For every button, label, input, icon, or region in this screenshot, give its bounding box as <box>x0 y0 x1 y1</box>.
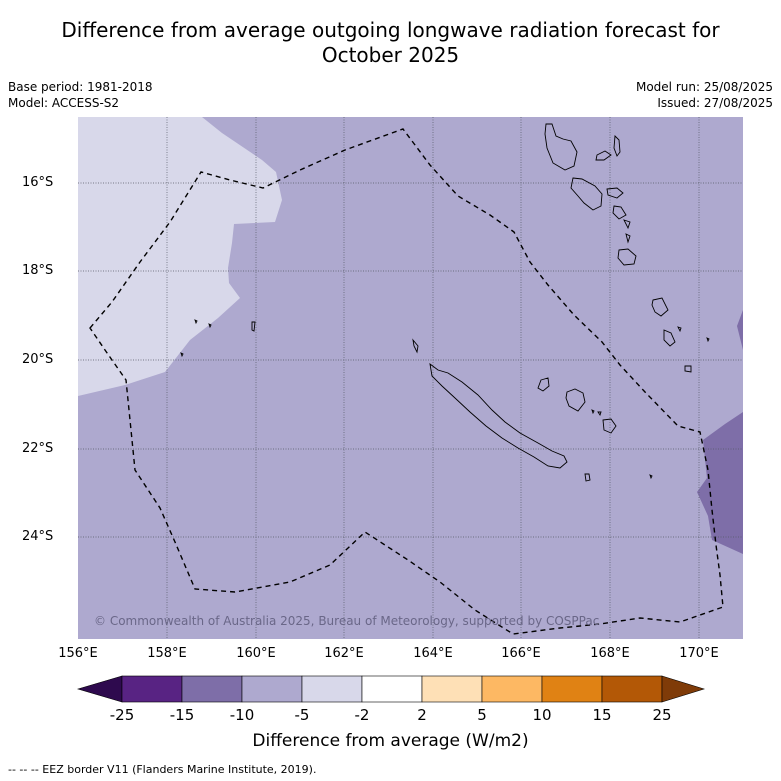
lat-label: 16°S <box>22 175 54 190</box>
colorbar-tick: -5 <box>294 706 310 724</box>
meta-right: Model run: 25/08/2025 Issued: 27/08/2025 <box>636 79 773 111</box>
lon-label: 156°E <box>58 646 98 661</box>
colorbar-tick: 2 <box>417 706 427 724</box>
anomaly-dark-region-edge <box>737 310 743 350</box>
model-run: Model run: 25/08/2025 <box>635 80 773 94</box>
eez-footnote: -- -- -- EEZ border V11 (Flanders Marine… <box>8 763 317 776</box>
lon-label: 162°E <box>324 646 364 661</box>
lat-label: 18°S <box>22 263 54 278</box>
title-line-2: October 2025 <box>321 43 460 67</box>
anomaly-dark-region <box>697 412 743 554</box>
colorbar-tick: -25 <box>109 706 135 724</box>
colorbar-tick: -15 <box>169 706 195 724</box>
lon-label: 170°E <box>679 646 719 661</box>
colorbar-extend-high <box>661 675 706 703</box>
base-period: Base period: 1981-2018 <box>8 80 153 94</box>
new-caledonia-coast <box>429 362 568 469</box>
meta-left: Base period: 1981-2018 Model: ACCESS-S2 <box>8 79 153 111</box>
lat-label: 22°S <box>22 441 54 456</box>
colorbar-extend-low <box>76 675 123 703</box>
lon-label: 160°E <box>236 646 276 661</box>
colorbar-tick: 25 <box>652 706 672 724</box>
model-name: Model: ACCESS-S2 <box>8 96 120 110</box>
lon-label: 158°E <box>147 646 187 661</box>
colorbar-tick: 5 <box>477 706 487 724</box>
colorbar-tick: -10 <box>229 706 255 724</box>
colorbar-tick: 10 <box>532 706 552 724</box>
lat-label: 20°S <box>22 352 54 367</box>
colorbar-tick: -2 <box>354 706 370 724</box>
colorbar <box>76 675 706 703</box>
lat-label: 24°S <box>22 529 54 544</box>
colorbar-tick: 15 <box>592 706 612 724</box>
chart-title: Difference from average outgoing longwav… <box>0 18 781 68</box>
copyright-notice: © Commonwealth of Australia 2025, Bureau… <box>94 614 600 628</box>
gridlines <box>78 117 743 639</box>
lon-label: 168°E <box>590 646 630 661</box>
anomaly-light-region <box>78 117 282 396</box>
issued-date: Issued: 27/08/2025 <box>657 96 773 110</box>
title-line-1: Difference from average outgoing longwav… <box>61 18 720 42</box>
coastlines <box>180 123 710 482</box>
lon-label: 164°E <box>413 646 453 661</box>
eez-border <box>89 128 724 635</box>
colorbar-label: Difference from average (W/m2) <box>252 731 529 751</box>
vanuatu-coast <box>544 123 578 171</box>
lon-label: 166°E <box>501 646 541 661</box>
